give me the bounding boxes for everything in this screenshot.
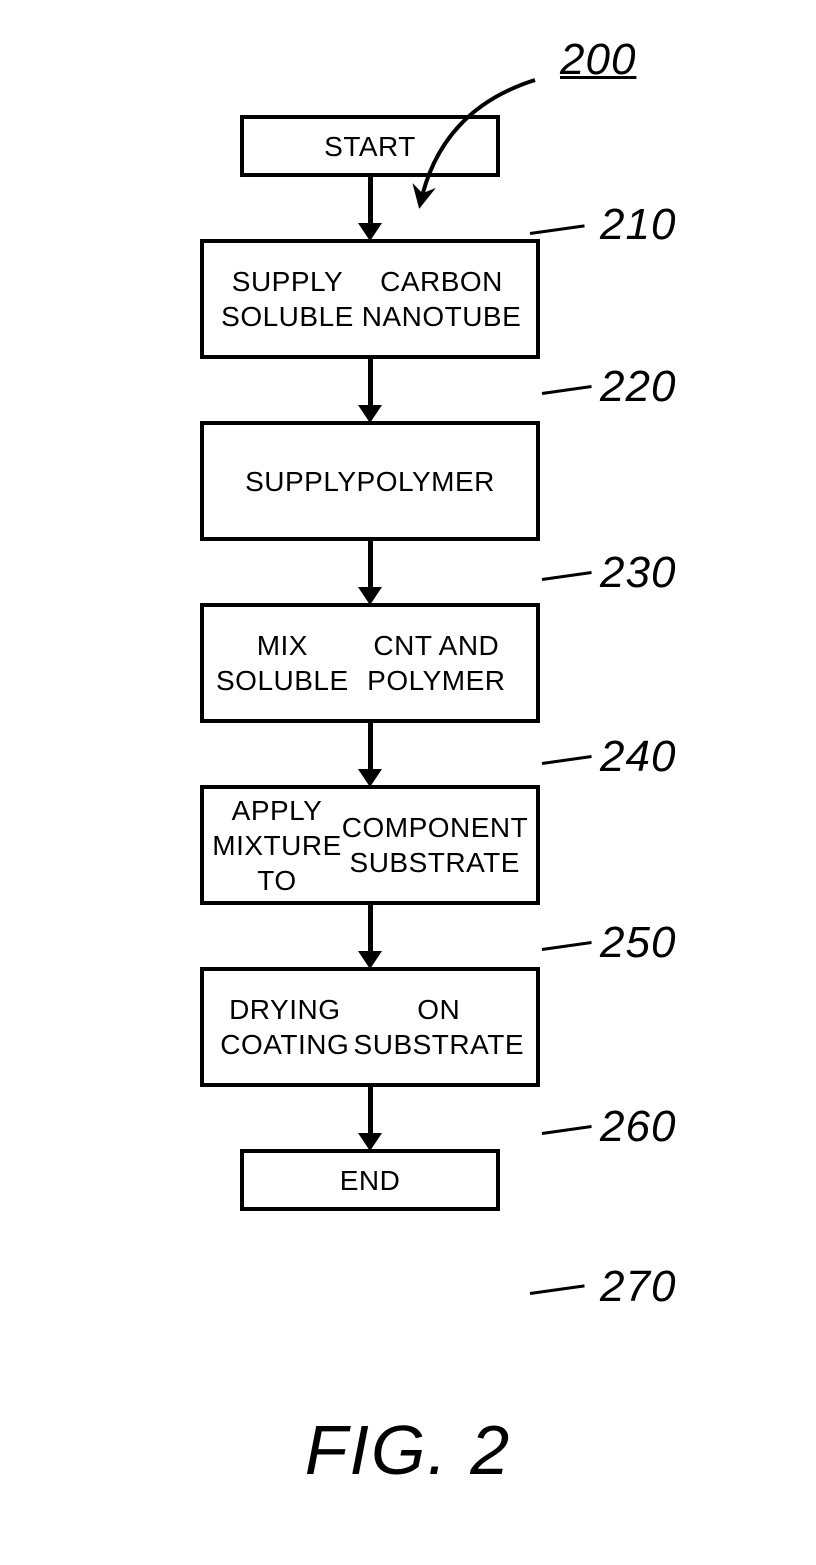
figure-caption: FIG. 2 (305, 1410, 511, 1490)
flow-arrow (358, 177, 382, 241)
flowchart-container: START SUPPLY SOLUBLECARBON NANOTUBE SUPPLY… (200, 115, 540, 1211)
flow-arrow (358, 359, 382, 423)
reference-number-270: 270 (600, 1262, 676, 1312)
flow-step-end: END (240, 1149, 500, 1211)
flow-arrow (358, 1087, 382, 1151)
flow-step-mix: MIX SOLUBLECNT AND POLYMER (200, 603, 540, 723)
reference-number-220: 220 (600, 362, 676, 412)
flow-step-supply-polymer: SUPPLYPOLYMER (200, 421, 540, 541)
reference-number-230: 230 (600, 548, 676, 598)
reference-number-250: 250 (600, 918, 676, 968)
flow-step-start: START (240, 115, 500, 177)
reference-number-210: 210 (600, 200, 676, 250)
reference-dash (542, 1125, 592, 1135)
reference-dash (542, 385, 592, 395)
reference-number-200: 200 (560, 35, 636, 85)
reference-dash (542, 571, 592, 581)
reference-number-260: 260 (600, 1102, 676, 1152)
reference-dash (542, 941, 592, 951)
flow-arrow (358, 905, 382, 969)
reference-dash (530, 1284, 585, 1295)
flow-arrow (358, 723, 382, 787)
reference-dash (542, 755, 592, 765)
flow-step-drying: DRYING COATINGON SUBSTRATE (200, 967, 540, 1087)
flow-arrow (358, 541, 382, 605)
reference-number-240: 240 (600, 732, 676, 782)
flow-step-supply-cnt: SUPPLY SOLUBLECARBON NANOTUBE (200, 239, 540, 359)
flow-step-apply: APPLY MIXTURE TOCOMPONENT SUBSTRATE (200, 785, 540, 905)
